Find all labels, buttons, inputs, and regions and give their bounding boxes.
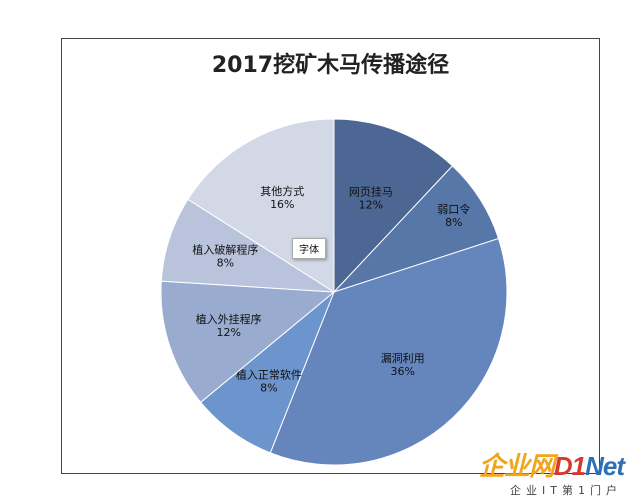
font-tooltip: 字体 <box>292 238 326 259</box>
slice-label-3: 植入正常软件 <box>236 368 302 382</box>
slice-label-2: 漏洞利用 <box>381 352 425 365</box>
watermark-sub: 企业IT第1门户 <box>510 484 622 497</box>
d1net-watermark-logo: 企业网D1Net 企业IT第1门户 <box>444 446 625 498</box>
watermark-num: D1 <box>553 451 586 481</box>
slice-percent-0: 12% <box>359 199 383 212</box>
slice-label-4: 植入外挂程序 <box>196 312 262 326</box>
slice-percent-1: 8% <box>445 216 462 229</box>
slice-percent-4: 12% <box>216 326 240 339</box>
slice-label-5: 植入破解程序 <box>192 243 258 257</box>
chart-frame: 2017挖矿木马传播途径 网页挂马 12% 弱口令 8% 漏洞利用 36% 植入正常软件 8%… <box>61 38 600 474</box>
slice-percent-6: 16% <box>270 198 294 211</box>
pie-slice-4 <box>160 280 336 403</box>
slice-percent-3: 8% <box>260 382 277 395</box>
pie-slice-0 <box>333 118 454 294</box>
chart-title: 2017挖矿木马传播途径 <box>211 53 450 78</box>
slice-label-6: 其他方式 <box>260 184 304 198</box>
pie-slice-2 <box>269 237 508 466</box>
slice-percent-2: 36% <box>390 365 414 378</box>
slice-label-1: 弱口令 <box>437 202 470 216</box>
watermark-en: Net <box>585 451 625 481</box>
slice-percent-5: 8% <box>217 257 234 270</box>
watermark-cn: 企业网 <box>478 451 555 481</box>
slice-label-0: 网页挂马 <box>349 185 393 199</box>
